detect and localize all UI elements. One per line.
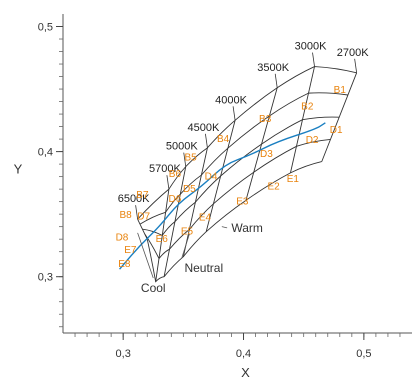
bin-label-b7: B7	[136, 190, 149, 201]
y-tick-label: 0,3	[38, 272, 53, 284]
bin-label-e6: E6	[156, 234, 169, 245]
bin-row-boundary	[144, 138, 331, 260]
bin-label-b2: B2	[301, 101, 314, 112]
bin-label-d7: D7	[137, 211, 150, 222]
bin-label-b3: B3	[259, 114, 272, 125]
cct-label: 5000K	[166, 141, 198, 153]
chart-labels: 6500K 5700K 5000K 4500K 4000K 3500K 3000K 2700K…	[116, 41, 370, 295]
cct-leader	[354, 58, 358, 73]
bin-label-d8: D8	[116, 233, 129, 244]
bin-label-b4: B4	[217, 134, 230, 145]
x-axis-title: X	[241, 365, 250, 380]
region-leader	[221, 226, 228, 229]
bin-label-d5: D5	[183, 184, 196, 195]
cct-label: 2700K	[337, 47, 369, 59]
bin-row-boundary	[139, 92, 348, 225]
cct-leader	[274, 73, 278, 88]
cct-label: 5700K	[149, 163, 181, 175]
cct-line	[321, 72, 358, 162]
bin-row-boundary	[146, 161, 322, 283]
region-label-cool: Cool	[141, 281, 166, 295]
planckian-locus-curve	[119, 122, 326, 270]
bin-label-e4: E4	[199, 213, 212, 224]
y-tick-label: 0,5	[38, 22, 53, 34]
y-axis-title: Y	[14, 162, 23, 177]
cct-leader	[205, 133, 208, 148]
axes: 0,3 0,4 0,5 0,3 0,4 0,5 X Y	[14, 14, 412, 380]
bin-row-boundary	[137, 66, 357, 220]
bin-label-d2: D2	[306, 135, 319, 146]
region-label-warm: Warm	[231, 221, 263, 235]
bin-label-e3: E3	[236, 196, 249, 207]
cct-leader	[312, 52, 315, 67]
bin-label-b8: B8	[119, 210, 132, 221]
cct-label: 6500K	[118, 193, 150, 205]
bin-label-e5: E5	[181, 226, 194, 237]
bin-label-b1: B1	[334, 85, 347, 96]
bin-label-d1: D1	[330, 125, 343, 136]
bin-label-d3: D3	[260, 149, 273, 160]
bin-label-e2: E2	[267, 181, 280, 192]
cct-leader	[166, 175, 170, 190]
bin-label-e8: E8	[118, 259, 131, 270]
planckian-locus	[119, 122, 326, 270]
cct-grid	[135, 52, 358, 283]
bin-label-e1: E1	[287, 174, 300, 185]
region-label-neutral: Neutral	[184, 261, 223, 275]
cct-leader	[183, 152, 187, 167]
cct-label: 4000K	[215, 94, 247, 106]
x-tick-label: 0,5	[356, 348, 371, 360]
bin-label-e7: E7	[124, 245, 137, 256]
x-tick-label: 0,4	[236, 348, 251, 360]
bin-label-b5: B5	[184, 153, 197, 164]
x-tick-label: 0,3	[116, 348, 131, 360]
region-leader	[137, 232, 154, 279]
bin-label-d6: D6	[169, 194, 182, 205]
cct-leader	[135, 205, 139, 220]
bin-label-d4: D4	[205, 171, 218, 182]
cct-label: 4500K	[188, 122, 220, 134]
y-tick-label: 0,4	[38, 147, 53, 159]
cct-label: 3500K	[257, 62, 289, 74]
cct-leader	[232, 106, 236, 121]
region-leader	[181, 234, 190, 259]
cct-label: 3000K	[295, 41, 327, 53]
bin-label-b6: B6	[169, 169, 182, 180]
bin-row-boundary	[142, 116, 340, 237]
